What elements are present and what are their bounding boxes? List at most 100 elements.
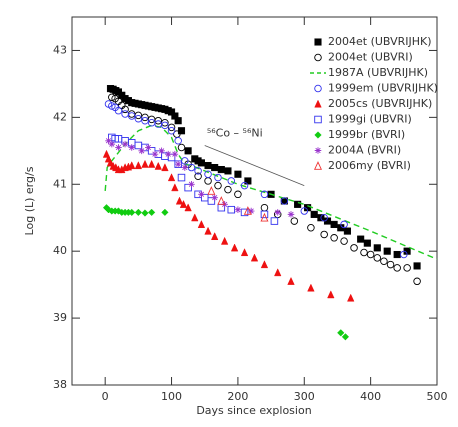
marker — [393, 264, 401, 272]
marker — [314, 38, 322, 46]
marker — [121, 110, 129, 118]
marker — [280, 197, 289, 205]
x-tick-label: 0 — [102, 390, 109, 403]
marker — [313, 161, 323, 170]
x-tick-label: 300 — [294, 390, 315, 403]
marker — [260, 212, 269, 222]
marker — [134, 161, 143, 170]
marker — [287, 276, 295, 285]
marker — [287, 211, 295, 218]
marker — [314, 147, 322, 154]
marker — [108, 93, 116, 102]
marker — [177, 127, 186, 135]
marker — [177, 143, 186, 152]
x-tick-label: 200 — [227, 390, 248, 403]
y-axis-label: Log (L) erg/s — [23, 166, 36, 235]
marker — [167, 173, 176, 182]
y-tick-label: 39 — [53, 311, 67, 324]
marker — [167, 123, 176, 132]
marker — [224, 185, 232, 194]
marker — [184, 203, 192, 212]
legend-label: 2005cs (UBVRIJHK) — [328, 97, 432, 110]
marker — [184, 183, 192, 192]
marker — [244, 177, 252, 185]
marker — [161, 163, 169, 172]
marker — [167, 153, 176, 162]
marker — [270, 217, 279, 225]
legend-label: 1999gi (UBVRI) — [328, 113, 412, 126]
annotation-text: ⁵⁶Co – ⁵⁶Ni — [207, 126, 263, 139]
legend-label: 2006my (BVRI) — [328, 159, 411, 172]
y-tick-label: 43 — [53, 43, 67, 56]
marker — [247, 207, 255, 215]
marker — [194, 172, 202, 180]
marker — [403, 264, 411, 272]
marker — [210, 232, 219, 241]
marker — [300, 207, 309, 215]
marker — [181, 164, 189, 171]
marker — [274, 268, 282, 277]
plot-frame — [71, 16, 438, 386]
marker — [171, 150, 179, 158]
marker — [217, 196, 226, 205]
marker — [191, 213, 199, 222]
marker — [171, 183, 179, 192]
legend-label: 1987A (UBVRIJHK) — [328, 66, 428, 79]
marker — [413, 262, 421, 270]
marker — [128, 144, 136, 151]
marker — [127, 112, 136, 120]
marker — [115, 144, 122, 151]
y-tick-label: 41 — [53, 177, 67, 190]
marker — [214, 181, 222, 190]
marker — [108, 140, 116, 148]
marker — [197, 220, 206, 228]
marker — [128, 161, 136, 170]
marker — [194, 167, 202, 175]
marker — [341, 333, 350, 341]
legend-label: 1999br (BVRI) — [328, 128, 405, 141]
marker — [307, 283, 315, 292]
marker — [383, 247, 391, 255]
marker — [217, 166, 225, 174]
marker — [366, 250, 375, 259]
marker — [360, 248, 368, 257]
marker — [260, 260, 269, 269]
marker — [211, 163, 219, 172]
marker — [204, 177, 212, 185]
marker — [105, 137, 112, 145]
marker — [314, 115, 322, 124]
legend-label: 1999em (UBVRIJHK) — [328, 82, 438, 95]
marker — [174, 137, 182, 145]
marker — [243, 206, 252, 215]
marker — [204, 161, 212, 170]
marker — [327, 290, 335, 299]
marker — [175, 196, 184, 205]
marker — [141, 116, 149, 125]
marker — [340, 220, 348, 229]
marker — [260, 210, 269, 219]
marker — [234, 190, 242, 199]
marker — [320, 230, 328, 239]
marker — [373, 244, 381, 252]
marker — [184, 147, 192, 155]
marker — [260, 203, 269, 212]
marker — [330, 234, 338, 242]
marker — [310, 210, 318, 218]
marker — [307, 224, 315, 232]
marker — [320, 213, 328, 222]
marker — [314, 99, 322, 108]
marker — [197, 159, 205, 167]
marker — [138, 147, 145, 155]
marker — [400, 250, 408, 259]
marker — [147, 159, 156, 168]
marker — [260, 190, 269, 199]
marker — [174, 117, 182, 125]
marker — [363, 239, 371, 247]
series-line — [104, 124, 438, 260]
x-tick-label: 500 — [427, 390, 448, 403]
marker — [234, 206, 242, 213]
marker — [164, 150, 172, 158]
marker — [187, 163, 196, 172]
marker — [141, 159, 149, 168]
marker — [314, 53, 322, 62]
